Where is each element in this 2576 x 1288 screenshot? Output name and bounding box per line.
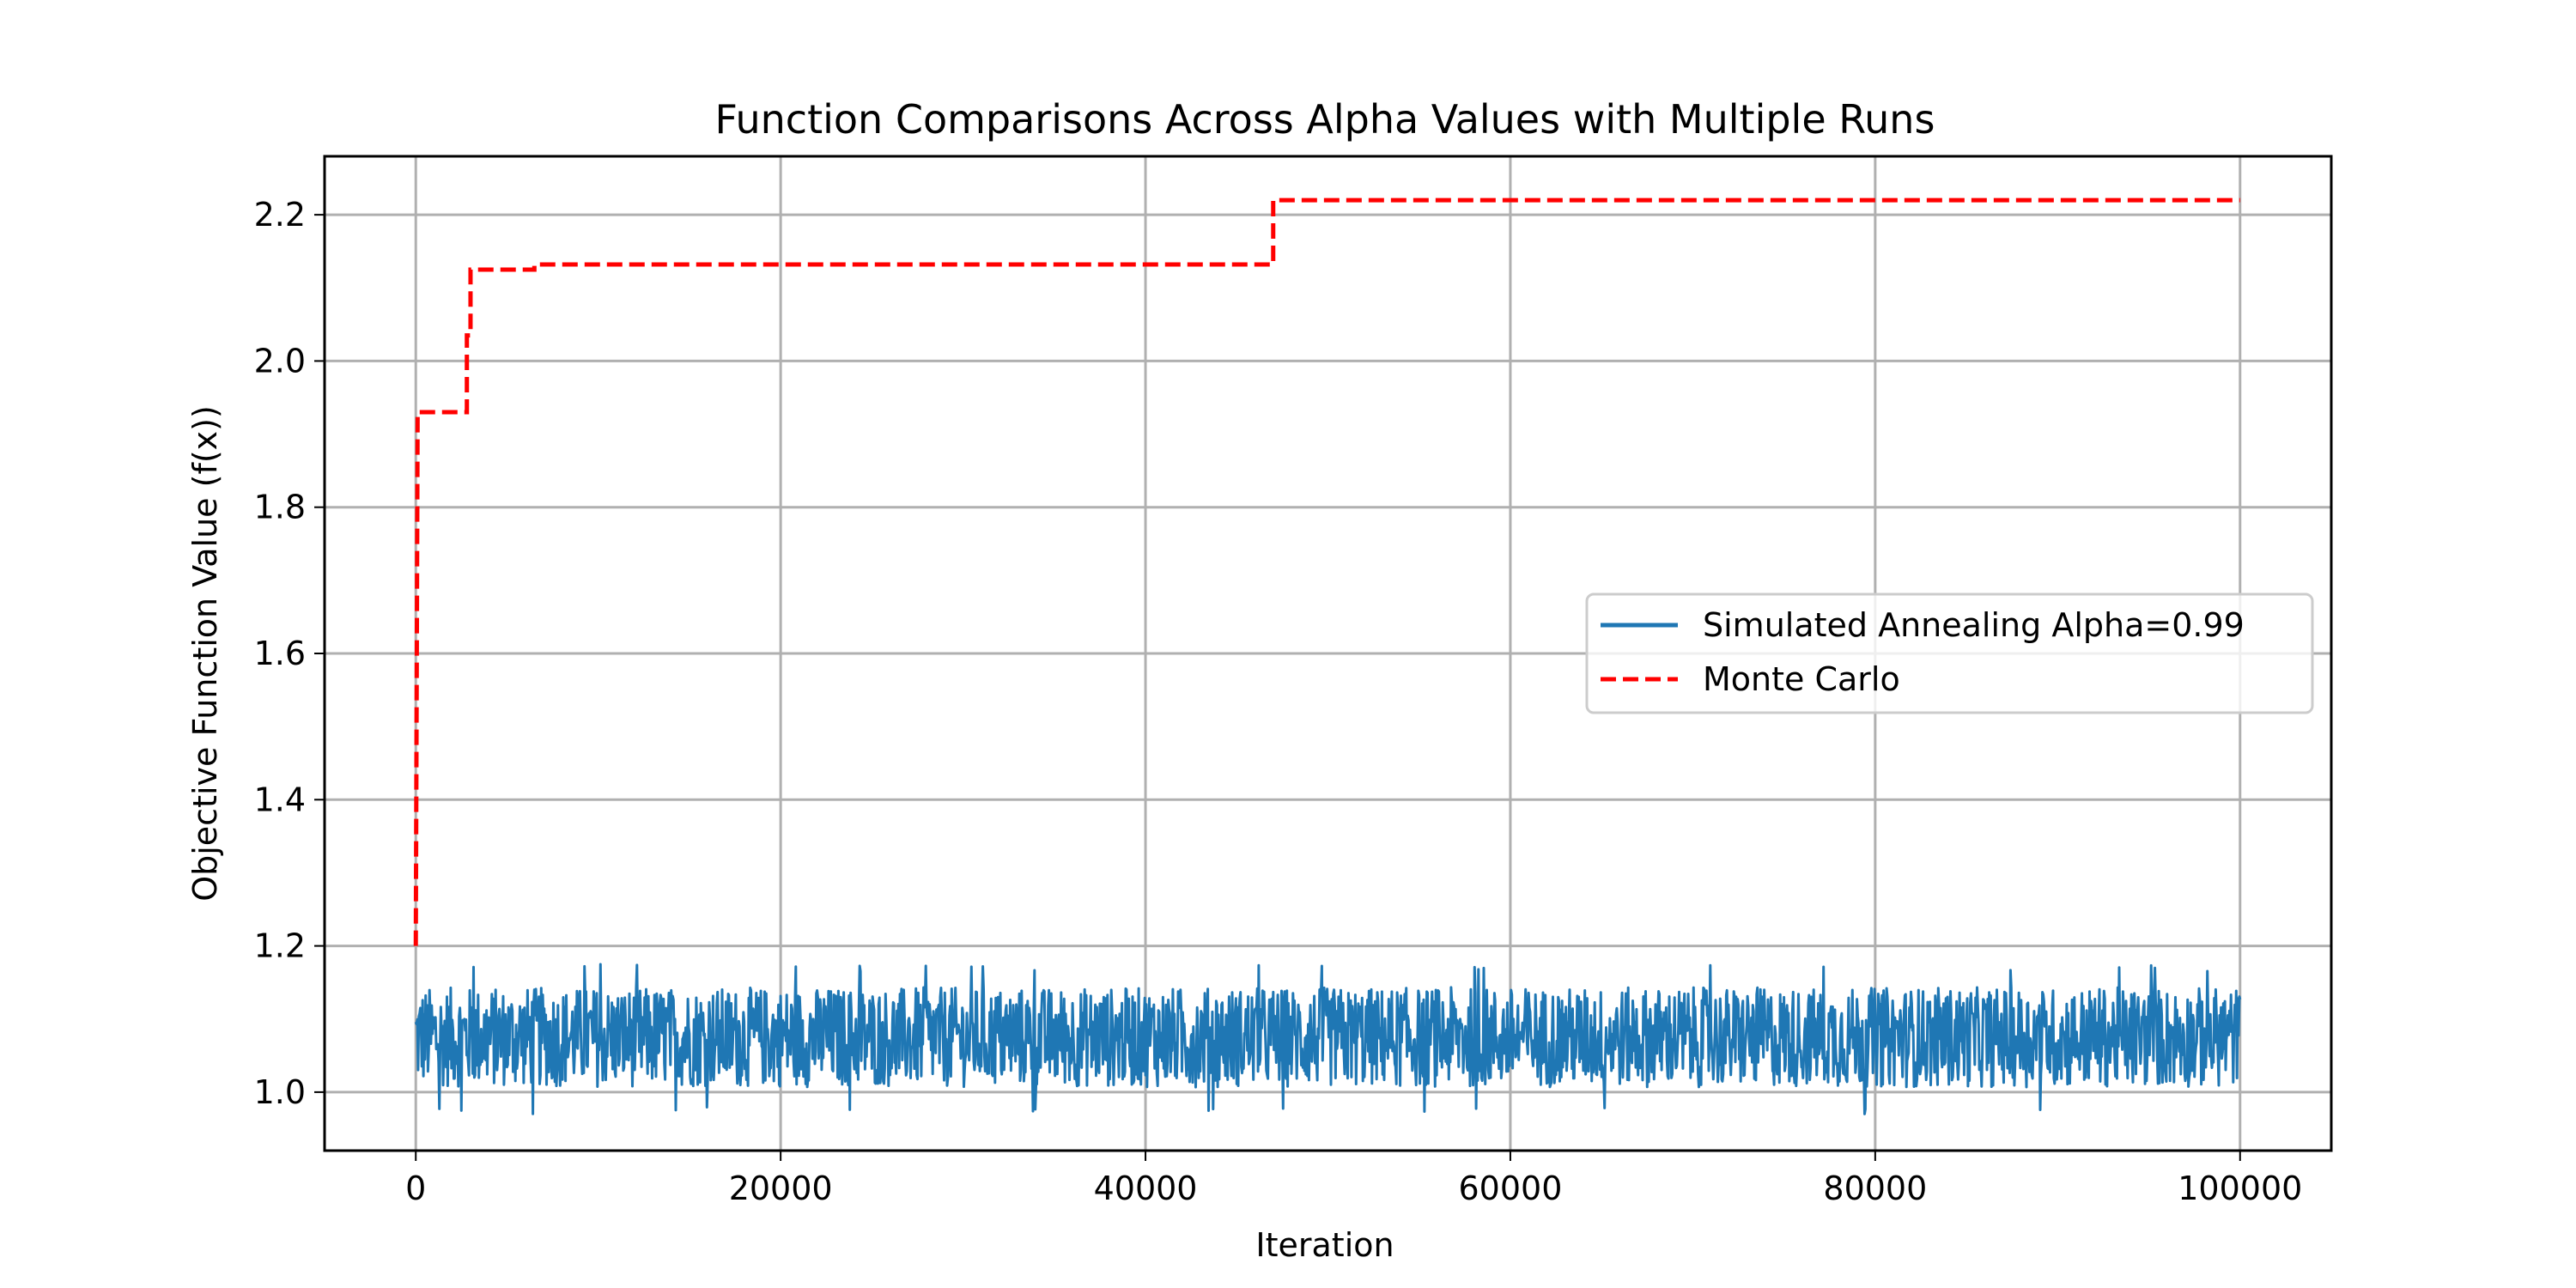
series-line-simulated-annealing: [414, 963, 2242, 1115]
x-axis-label: Iteration: [1255, 1226, 1394, 1264]
x-tick-label: 20000: [729, 1170, 833, 1207]
x-tick-label: 0: [405, 1170, 426, 1207]
legend-label-monte-carlo: Monte Carlo: [1703, 660, 1900, 698]
y-tick-label: 1.2: [254, 927, 306, 965]
y-tick-label: 2.2: [254, 196, 306, 234]
series-line-monte-carlo: [413, 197, 2240, 946]
x-axis: 0 20000 40000 60000 80000 100000: [405, 1151, 2302, 1207]
plot-series-layer: [413, 197, 2242, 1115]
y-tick-label: 1.0: [254, 1073, 306, 1111]
legend-box: [1585, 592, 2314, 714]
chart-title: Function Comparisons Across Alpha Values…: [715, 96, 1935, 143]
x-tick-label: 60000: [1459, 1170, 1563, 1207]
y-tick-label: 2.0: [254, 342, 306, 380]
y-axis: 1.0 1.2 1.4 1.6 1.8 2.0 2.2: [254, 196, 325, 1111]
x-tick-label: 40000: [1094, 1170, 1198, 1207]
y-axis-label: Objective Function Value (f(x)): [186, 405, 224, 902]
y-tick-label: 1.8: [254, 489, 306, 526]
y-tick-label: 1.4: [254, 781, 306, 818]
x-tick-label: 100000: [2178, 1170, 2302, 1207]
x-tick-label: 80000: [1823, 1170, 1927, 1207]
legend-label-simulated-annealing: Simulated Annealing Alpha=0.99: [1703, 606, 2245, 644]
legend: Simulated Annealing Alpha=0.99 Monte Car…: [1585, 592, 2314, 714]
y-tick-label: 1.6: [254, 635, 306, 672]
